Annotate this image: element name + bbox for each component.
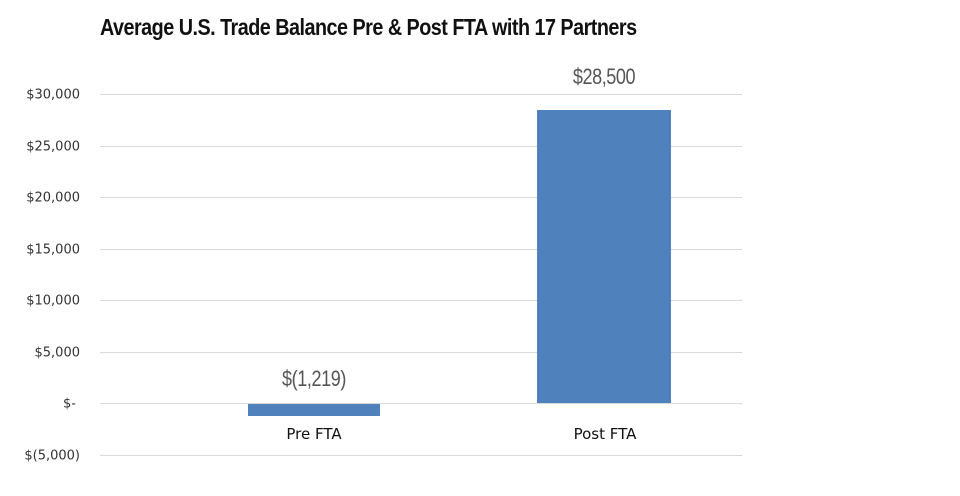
gridline [100, 300, 742, 301]
x-category-label: Pre FTA [286, 425, 342, 443]
y-tick-label: $30,000 [26, 87, 80, 103]
gridline [100, 197, 742, 198]
y-tick-label: $20,000 [26, 190, 80, 206]
y-tick-label: $25,000 [26, 139, 80, 155]
y-tick-label: $5,000 [34, 345, 81, 361]
y-tick-label: $15,000 [26, 242, 80, 258]
chart-title: Average U.S. Trade Balance Pre & Post FT… [100, 14, 637, 40]
zero-line [100, 403, 742, 404]
gridline [100, 455, 742, 456]
gridline [100, 249, 742, 250]
data-label-pre-fta: $(1,219) [282, 366, 346, 391]
x-category-label: Post FTA [573, 425, 637, 443]
bar-pre-fta [248, 404, 380, 416]
y-tick-label: $(5,000) [24, 448, 80, 464]
y-tick-label: $10,000 [26, 293, 80, 309]
gridline [100, 94, 742, 95]
y-tick-label: $- [63, 396, 76, 412]
gridline [100, 352, 742, 353]
gridline [100, 146, 742, 147]
data-label-post-fta: $28,500 [572, 64, 636, 89]
bar-post-fta [537, 110, 671, 403]
